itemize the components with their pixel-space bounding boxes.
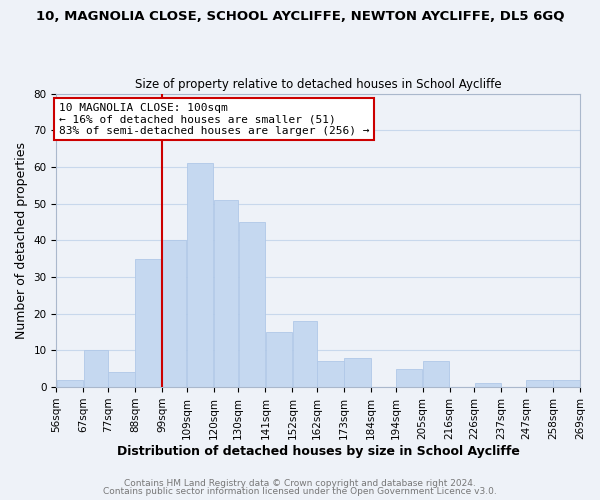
Bar — [163, 240, 187, 387]
Bar — [396, 369, 422, 387]
Bar — [293, 321, 317, 387]
Bar — [56, 380, 83, 387]
Text: 10 MAGNOLIA CLOSE: 100sqm
← 16% of detached houses are smaller (51)
83% of semi-: 10 MAGNOLIA CLOSE: 100sqm ← 16% of detac… — [59, 102, 370, 136]
Y-axis label: Number of detached properties: Number of detached properties — [15, 142, 28, 339]
Text: Contains HM Land Registry data © Crown copyright and database right 2024.: Contains HM Land Registry data © Crown c… — [124, 478, 476, 488]
Bar — [317, 362, 344, 387]
Bar — [266, 332, 292, 387]
X-axis label: Distribution of detached houses by size in School Aycliffe: Distribution of detached houses by size … — [117, 444, 520, 458]
Bar — [526, 380, 553, 387]
Bar — [344, 358, 371, 387]
Bar — [187, 164, 214, 387]
Bar — [136, 258, 162, 387]
Bar — [239, 222, 265, 387]
Text: 10, MAGNOLIA CLOSE, SCHOOL AYCLIFFE, NEWTON AYCLIFFE, DL5 6GQ: 10, MAGNOLIA CLOSE, SCHOOL AYCLIFFE, NEW… — [36, 10, 564, 23]
Bar — [214, 200, 238, 387]
Title: Size of property relative to detached houses in School Aycliffe: Size of property relative to detached ho… — [135, 78, 502, 91]
Bar — [475, 384, 501, 387]
Text: Contains public sector information licensed under the Open Government Licence v3: Contains public sector information licen… — [103, 487, 497, 496]
Bar — [553, 380, 580, 387]
Bar — [423, 362, 449, 387]
Bar — [108, 372, 135, 387]
Bar — [83, 350, 108, 387]
